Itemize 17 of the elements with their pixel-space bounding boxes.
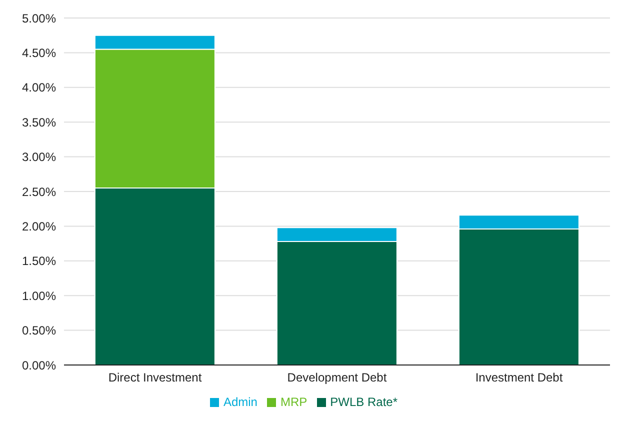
x-tick-label: Investment Debt bbox=[475, 370, 564, 385]
y-tick-label: 3.00% bbox=[22, 150, 56, 164]
y-tick-label: 4.00% bbox=[22, 80, 56, 95]
y-tick-label: 1.50% bbox=[22, 254, 56, 268]
y-tick-label: 3.50% bbox=[22, 115, 56, 130]
y-tick-label: 0.50% bbox=[22, 324, 56, 338]
legend-label: Admin bbox=[223, 395, 258, 409]
y-tick-label: 2.00% bbox=[22, 219, 56, 234]
x-tick-label: Development Debt bbox=[287, 370, 388, 385]
y-tick-label: 0.00% bbox=[22, 358, 56, 372]
y-tick-label: 1.00% bbox=[22, 288, 56, 303]
x-tick-label: Direct Investment bbox=[108, 370, 202, 385]
y-tick-label: 5.00% bbox=[22, 11, 56, 26]
y-tick-label: 2.50% bbox=[22, 184, 56, 199]
y-tick-label: 4.50% bbox=[22, 46, 56, 60]
legend-label: PWLB Rate* bbox=[330, 395, 398, 409]
legend-label: MRP bbox=[280, 395, 308, 409]
